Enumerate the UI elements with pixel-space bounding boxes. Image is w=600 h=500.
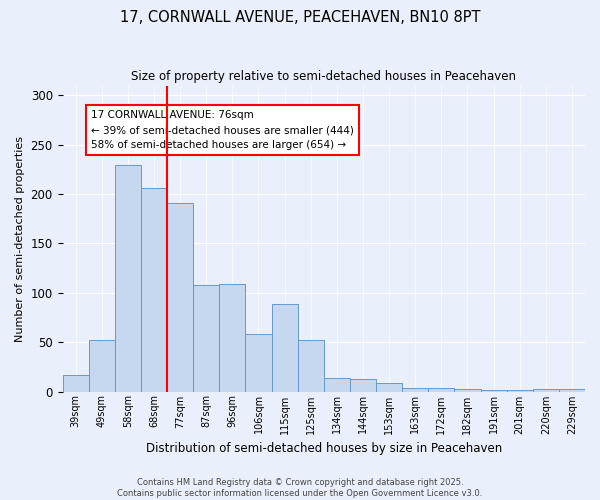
Text: 17, CORNWALL AVENUE, PEACEHAVEN, BN10 8PT: 17, CORNWALL AVENUE, PEACEHAVEN, BN10 8P… bbox=[120, 10, 480, 25]
Bar bbox=[141, 188, 167, 392]
Text: 17 CORNWALL AVENUE: 76sqm
← 39% of semi-detached houses are smaller (444)
58% of: 17 CORNWALL AVENUE: 76sqm ← 39% of semi-… bbox=[91, 110, 354, 150]
Bar bbox=[193, 285, 219, 392]
Bar bbox=[167, 203, 193, 392]
Text: Contains HM Land Registry data © Crown copyright and database right 2025.
Contai: Contains HM Land Registry data © Crown c… bbox=[118, 478, 482, 498]
Bar bbox=[219, 284, 245, 392]
Bar bbox=[481, 390, 506, 392]
Bar bbox=[272, 304, 298, 392]
Bar bbox=[454, 388, 481, 392]
Bar bbox=[533, 388, 559, 392]
Title: Size of property relative to semi-detached houses in Peacehaven: Size of property relative to semi-detach… bbox=[131, 70, 516, 83]
Bar bbox=[559, 388, 585, 392]
X-axis label: Distribution of semi-detached houses by size in Peacehaven: Distribution of semi-detached houses by … bbox=[146, 442, 502, 455]
Bar bbox=[62, 374, 89, 392]
Bar bbox=[402, 388, 428, 392]
Bar bbox=[298, 340, 324, 392]
Bar bbox=[350, 378, 376, 392]
Bar bbox=[245, 334, 272, 392]
Bar bbox=[506, 390, 533, 392]
Bar bbox=[324, 378, 350, 392]
Bar bbox=[428, 388, 454, 392]
Y-axis label: Number of semi-detached properties: Number of semi-detached properties bbox=[15, 136, 25, 342]
Bar bbox=[89, 340, 115, 392]
Bar bbox=[115, 164, 141, 392]
Bar bbox=[376, 382, 402, 392]
